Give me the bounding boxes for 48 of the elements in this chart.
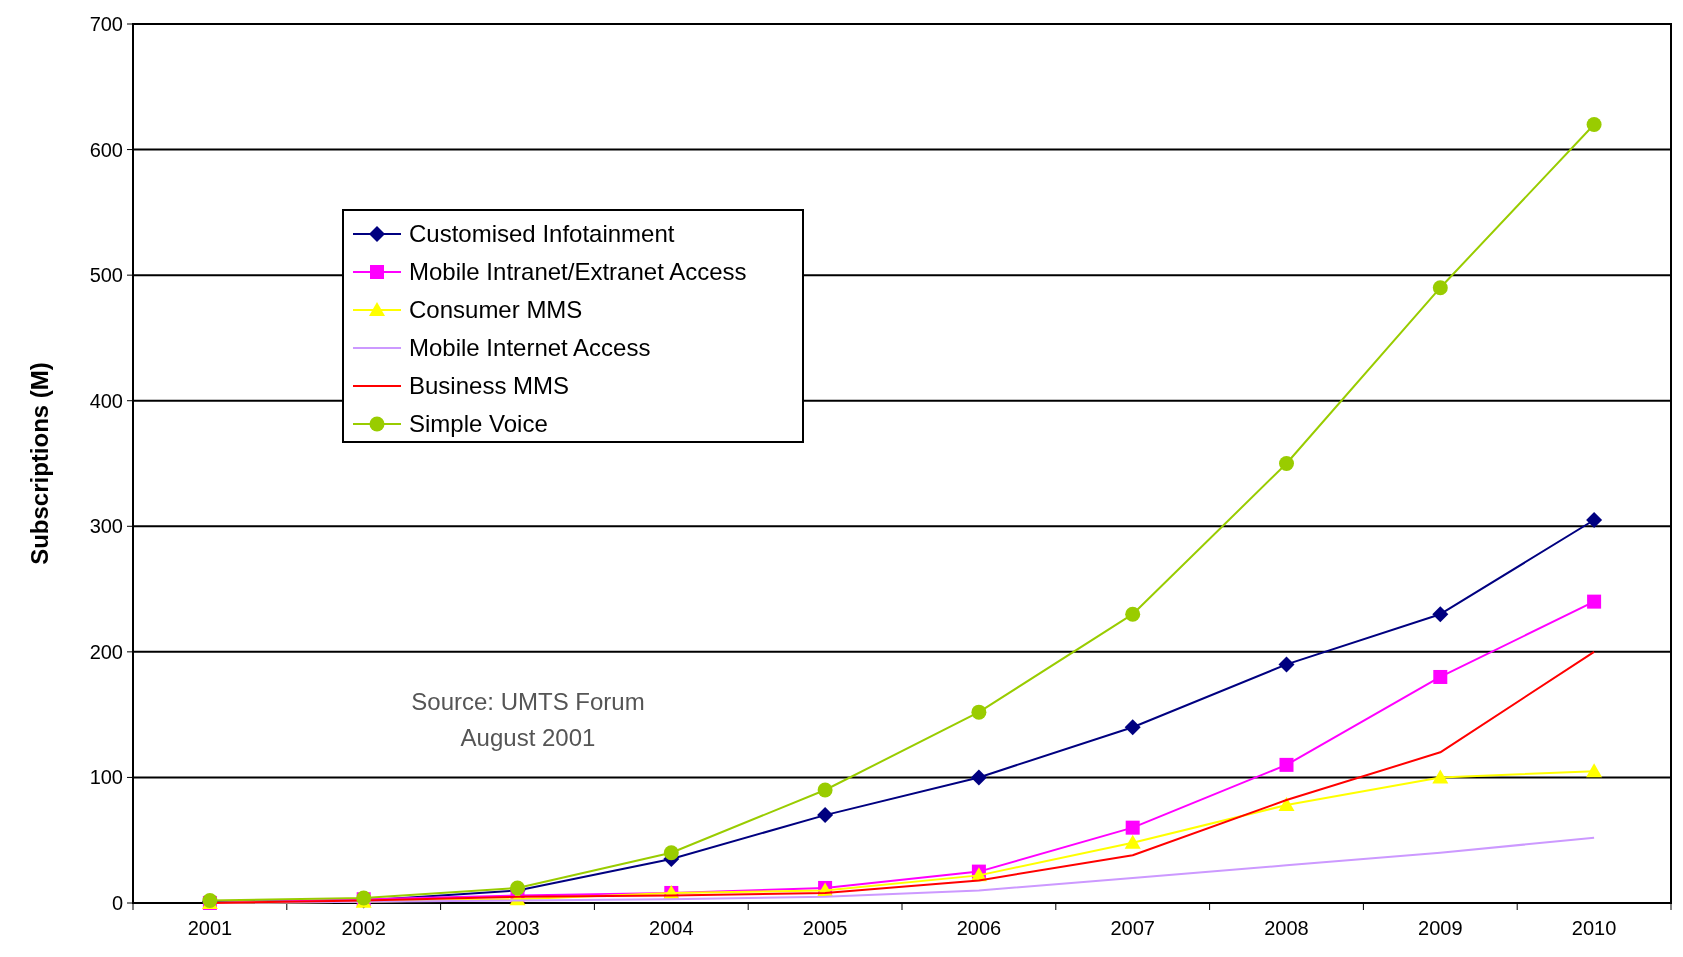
x-tick-label: 2006 (956, 917, 1002, 939)
annotation: August 2001 (460, 724, 596, 751)
x-tick-label: 2005 (802, 917, 848, 939)
point (1279, 757, 1294, 772)
point (970, 769, 987, 786)
y-tick-label: 700 (89, 13, 123, 35)
point (663, 845, 679, 861)
point (1124, 834, 1141, 849)
annotation: Source: UMTS Forum (411, 688, 645, 715)
point (1587, 594, 1602, 609)
point (1586, 763, 1603, 778)
y-tick-label: 200 (89, 640, 123, 663)
x-tick-label: 2007 (1110, 917, 1155, 939)
y-tick-label: 400 (89, 389, 123, 412)
y-tick-label: 0 (111, 892, 123, 914)
y-tick-label: 500 (89, 264, 123, 287)
x-tick-label: 2004 (649, 917, 694, 939)
y-tick-label: 100 (89, 766, 123, 789)
x-tick-label: 2008 (1264, 917, 1309, 939)
legend-label: Business MMS (409, 372, 570, 400)
x-tick-label: 2009 (1418, 917, 1463, 939)
y-tick-label: 600 (89, 138, 123, 161)
legend-label: Mobile Internet Access (409, 334, 651, 362)
point (817, 807, 834, 824)
point (1432, 769, 1449, 784)
y-tick-label: 300 (89, 515, 123, 538)
point (1433, 669, 1448, 684)
point (1432, 280, 1448, 296)
legend-label: Consumer MMS (409, 296, 583, 324)
legend-label: Mobile Intranet/Extranet Access (409, 258, 747, 286)
point (1278, 656, 1295, 673)
legend-label: Customised Infotainment (409, 220, 675, 248)
y-axis-title: Subscriptions (M) (26, 362, 53, 565)
point (1279, 456, 1294, 471)
point (1125, 820, 1140, 835)
point (971, 704, 987, 720)
legend-label: Simple Voice (409, 410, 548, 438)
point (1125, 606, 1141, 622)
point (1432, 606, 1449, 623)
point (1278, 797, 1295, 812)
x-tick-label: 2010 (1571, 917, 1617, 939)
x-tick-label: 2002 (341, 917, 386, 939)
x-tick-label: 2001 (187, 917, 233, 939)
point (1586, 116, 1602, 132)
point (817, 782, 833, 798)
point (1124, 719, 1141, 736)
x-tick-label: 2003 (495, 917, 540, 939)
point (1586, 512, 1603, 529)
